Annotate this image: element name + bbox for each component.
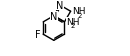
Text: 2: 2: [77, 12, 81, 18]
Text: NH: NH: [72, 7, 86, 16]
Text: N: N: [56, 1, 64, 11]
Text: F: F: [35, 30, 41, 39]
Text: N: N: [50, 12, 57, 21]
Text: NH: NH: [66, 18, 80, 26]
Text: 2: 2: [71, 23, 75, 29]
